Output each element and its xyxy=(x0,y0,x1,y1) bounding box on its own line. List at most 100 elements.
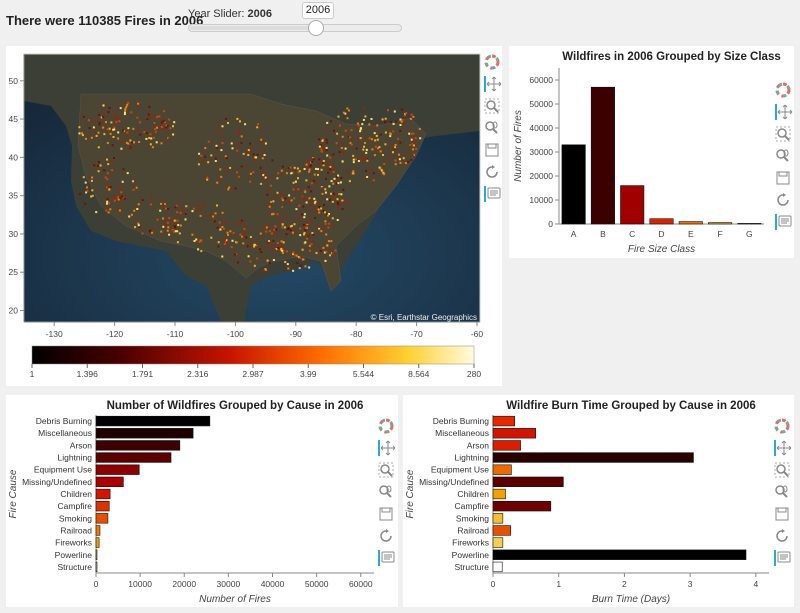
fire-point xyxy=(302,205,305,208)
fire-point xyxy=(202,204,205,207)
fire-point xyxy=(338,124,341,127)
fire-point xyxy=(139,121,142,124)
save-icon[interactable] xyxy=(484,142,500,158)
fire-point xyxy=(355,158,358,161)
box-zoom-icon[interactable] xyxy=(378,462,394,478)
fire-point xyxy=(176,241,179,244)
fire-point xyxy=(135,186,138,189)
fire-point xyxy=(176,219,179,222)
cause-bar xyxy=(492,537,504,548)
box-zoom-icon[interactable] xyxy=(775,126,791,142)
fire-point xyxy=(176,230,179,233)
fire-point xyxy=(282,241,285,244)
year-slider-handle[interactable] xyxy=(308,20,324,36)
fire-point xyxy=(259,166,262,169)
fire-point xyxy=(328,213,330,215)
colorbar-tick-label: 3.99 xyxy=(300,369,317,379)
hover-icon[interactable] xyxy=(775,214,793,230)
wheel-zoom-icon[interactable] xyxy=(775,148,791,164)
box-zoom-icon[interactable] xyxy=(774,462,790,478)
fire-point xyxy=(107,163,110,166)
fire-point xyxy=(249,142,252,145)
fire-point xyxy=(150,196,152,199)
fire-point xyxy=(306,221,309,224)
cause-bar xyxy=(95,464,140,475)
fire-map[interactable]: © Esri, Earthstar Geographics 20 25 30 35 40… xyxy=(6,46,502,386)
fire-point xyxy=(302,223,305,226)
fire-point xyxy=(325,141,328,144)
fire-point xyxy=(289,225,292,228)
fire-point xyxy=(100,116,103,119)
size-class-bar xyxy=(561,144,586,225)
fire-point xyxy=(225,117,228,120)
hover-icon[interactable] xyxy=(774,550,792,566)
hover-icon[interactable] xyxy=(378,550,396,566)
fire-point xyxy=(325,233,328,236)
reset-icon[interactable] xyxy=(378,528,394,544)
latitude-tick-label: 35 xyxy=(9,191,19,201)
fire-point xyxy=(264,142,267,145)
fire-point xyxy=(352,158,355,161)
reset-icon[interactable] xyxy=(775,192,791,208)
cause-bar xyxy=(492,452,694,463)
wheel-zoom-icon[interactable] xyxy=(774,484,790,500)
burn-time-panel: Wildfire Burn Time Grouped by Cause in 2… xyxy=(403,395,794,607)
size-class-bar xyxy=(737,223,762,225)
fire-point xyxy=(235,223,238,225)
fire-point xyxy=(399,124,402,126)
pan-icon[interactable] xyxy=(775,104,793,120)
fire-point xyxy=(167,226,170,229)
longitude-tick-label: -80 xyxy=(350,329,363,339)
pan-icon[interactable] xyxy=(484,76,502,92)
fire-point xyxy=(244,123,247,126)
hover-icon[interactable] xyxy=(484,186,502,202)
fire-point xyxy=(318,211,321,214)
fire-point xyxy=(387,147,390,150)
fire-point xyxy=(364,142,366,144)
fire-point xyxy=(352,170,355,173)
fire-point xyxy=(104,176,107,179)
fire-point xyxy=(335,176,338,179)
fire-point xyxy=(214,131,217,134)
fire-point xyxy=(392,151,394,154)
bokeh-logo-icon xyxy=(775,82,791,98)
wheel-zoom-icon[interactable] xyxy=(484,120,500,136)
save-icon[interactable] xyxy=(775,170,791,186)
fire-point xyxy=(292,269,295,272)
fire-point xyxy=(130,147,133,150)
fire-point xyxy=(239,222,242,225)
year-slider-track[interactable] xyxy=(188,24,402,32)
y-tick-label: 20000 xyxy=(529,171,553,181)
fire-point xyxy=(359,127,362,130)
fire-point xyxy=(344,147,347,150)
fire-point xyxy=(247,154,250,156)
pan-icon[interactable] xyxy=(774,440,792,456)
fire-point xyxy=(130,213,133,216)
year-slider-tooltip: 2006 xyxy=(302,2,334,19)
save-icon[interactable] xyxy=(774,506,790,522)
fire-point xyxy=(373,132,376,135)
y-tick-label: 50000 xyxy=(529,99,553,109)
reset-icon[interactable] xyxy=(484,164,500,180)
pan-icon[interactable] xyxy=(378,440,396,456)
box-zoom-icon[interactable] xyxy=(484,98,500,114)
fire-point xyxy=(173,121,176,124)
save-icon[interactable] xyxy=(378,506,394,522)
fire-point xyxy=(145,131,148,134)
fire-point xyxy=(266,193,269,196)
fire-point xyxy=(173,224,176,227)
fire-point xyxy=(113,199,116,202)
fire-point xyxy=(297,177,299,180)
fire-point xyxy=(276,177,279,180)
y-axis-label: Fire Cause xyxy=(8,469,19,518)
fire-point xyxy=(274,225,277,228)
fire-point xyxy=(247,149,250,152)
fire-point xyxy=(352,172,355,175)
y-tick-label: 40000 xyxy=(529,123,553,133)
wheel-zoom-icon[interactable] xyxy=(378,484,394,500)
fire-point xyxy=(287,200,290,203)
fire-point xyxy=(162,119,165,122)
fire-point xyxy=(141,232,144,235)
fire-point xyxy=(291,224,293,227)
reset-icon[interactable] xyxy=(774,528,790,544)
